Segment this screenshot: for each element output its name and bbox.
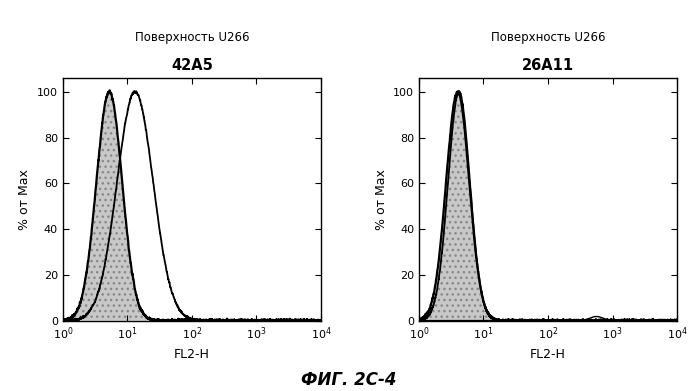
- Text: Поверхность U266: Поверхность U266: [135, 31, 249, 44]
- Text: 42A5: 42A5: [171, 58, 213, 74]
- Y-axis label: % от Max: % от Max: [18, 169, 31, 230]
- X-axis label: FL2-H: FL2-H: [530, 348, 566, 361]
- Text: 26A11: 26A11: [522, 58, 574, 74]
- Text: Поверхность U266: Поверхность U266: [491, 31, 605, 44]
- Text: ФИГ. 2С-4: ФИГ. 2С-4: [302, 371, 396, 389]
- X-axis label: FL2-H: FL2-H: [174, 348, 210, 361]
- Y-axis label: % от Max: % от Max: [375, 169, 387, 230]
